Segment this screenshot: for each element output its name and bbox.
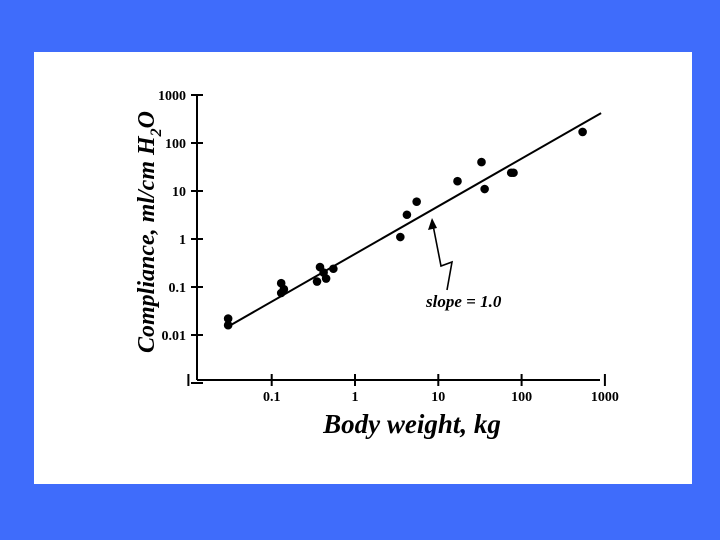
- annotation-group: slope = 1.0: [425, 218, 502, 311]
- data-point: [396, 232, 405, 242]
- data-point: [477, 157, 486, 167]
- fit-line: [225, 112, 602, 329]
- y-tick-label: 1: [179, 233, 186, 248]
- data-point: [279, 284, 289, 294]
- y-axis-title-subscript: 2: [148, 128, 165, 137]
- data-point: [321, 274, 331, 283]
- annotation-arrowhead: [428, 218, 437, 230]
- y-tick-label: 10: [172, 185, 186, 200]
- data-point: [480, 184, 489, 194]
- slope-annotation: slope = 1.0: [425, 292, 502, 311]
- data-points: [223, 127, 587, 330]
- data-point: [412, 197, 421, 206]
- data-point: [312, 277, 322, 286]
- x-axis-title: Body weight, kg: [322, 409, 501, 439]
- fit-line-group: [225, 112, 602, 329]
- y-tick-label: 100: [165, 137, 186, 152]
- y-tick-label: 0.1: [169, 281, 187, 296]
- x-tick-label: 0.1: [263, 390, 281, 405]
- x-tick-label: 1000: [591, 390, 619, 405]
- data-point: [453, 176, 462, 186]
- x-tick-label: 10: [431, 390, 445, 405]
- y-axis-title: Compliance, ml/cm H2O: [134, 111, 165, 353]
- y-axis-title-end: O: [134, 111, 160, 128]
- data-point: [402, 210, 412, 220]
- data-point: [329, 264, 338, 274]
- data-point: [223, 320, 233, 330]
- x-tick-label: 1: [352, 390, 359, 405]
- y-tick-label: 1000: [158, 89, 186, 104]
- x-tick-label: 100: [511, 390, 532, 405]
- ticks: 0.01 0.1 1 10 100 1000 0.1 1 10 100 1000: [158, 89, 619, 405]
- data-point: [223, 314, 233, 323]
- data-point: [509, 168, 518, 178]
- y-tick-label: 0.01: [162, 329, 187, 344]
- annotation-arrow: [431, 219, 454, 291]
- data-point: [578, 127, 587, 137]
- y-axis-title-main: Compliance, ml/cm H: [134, 135, 160, 353]
